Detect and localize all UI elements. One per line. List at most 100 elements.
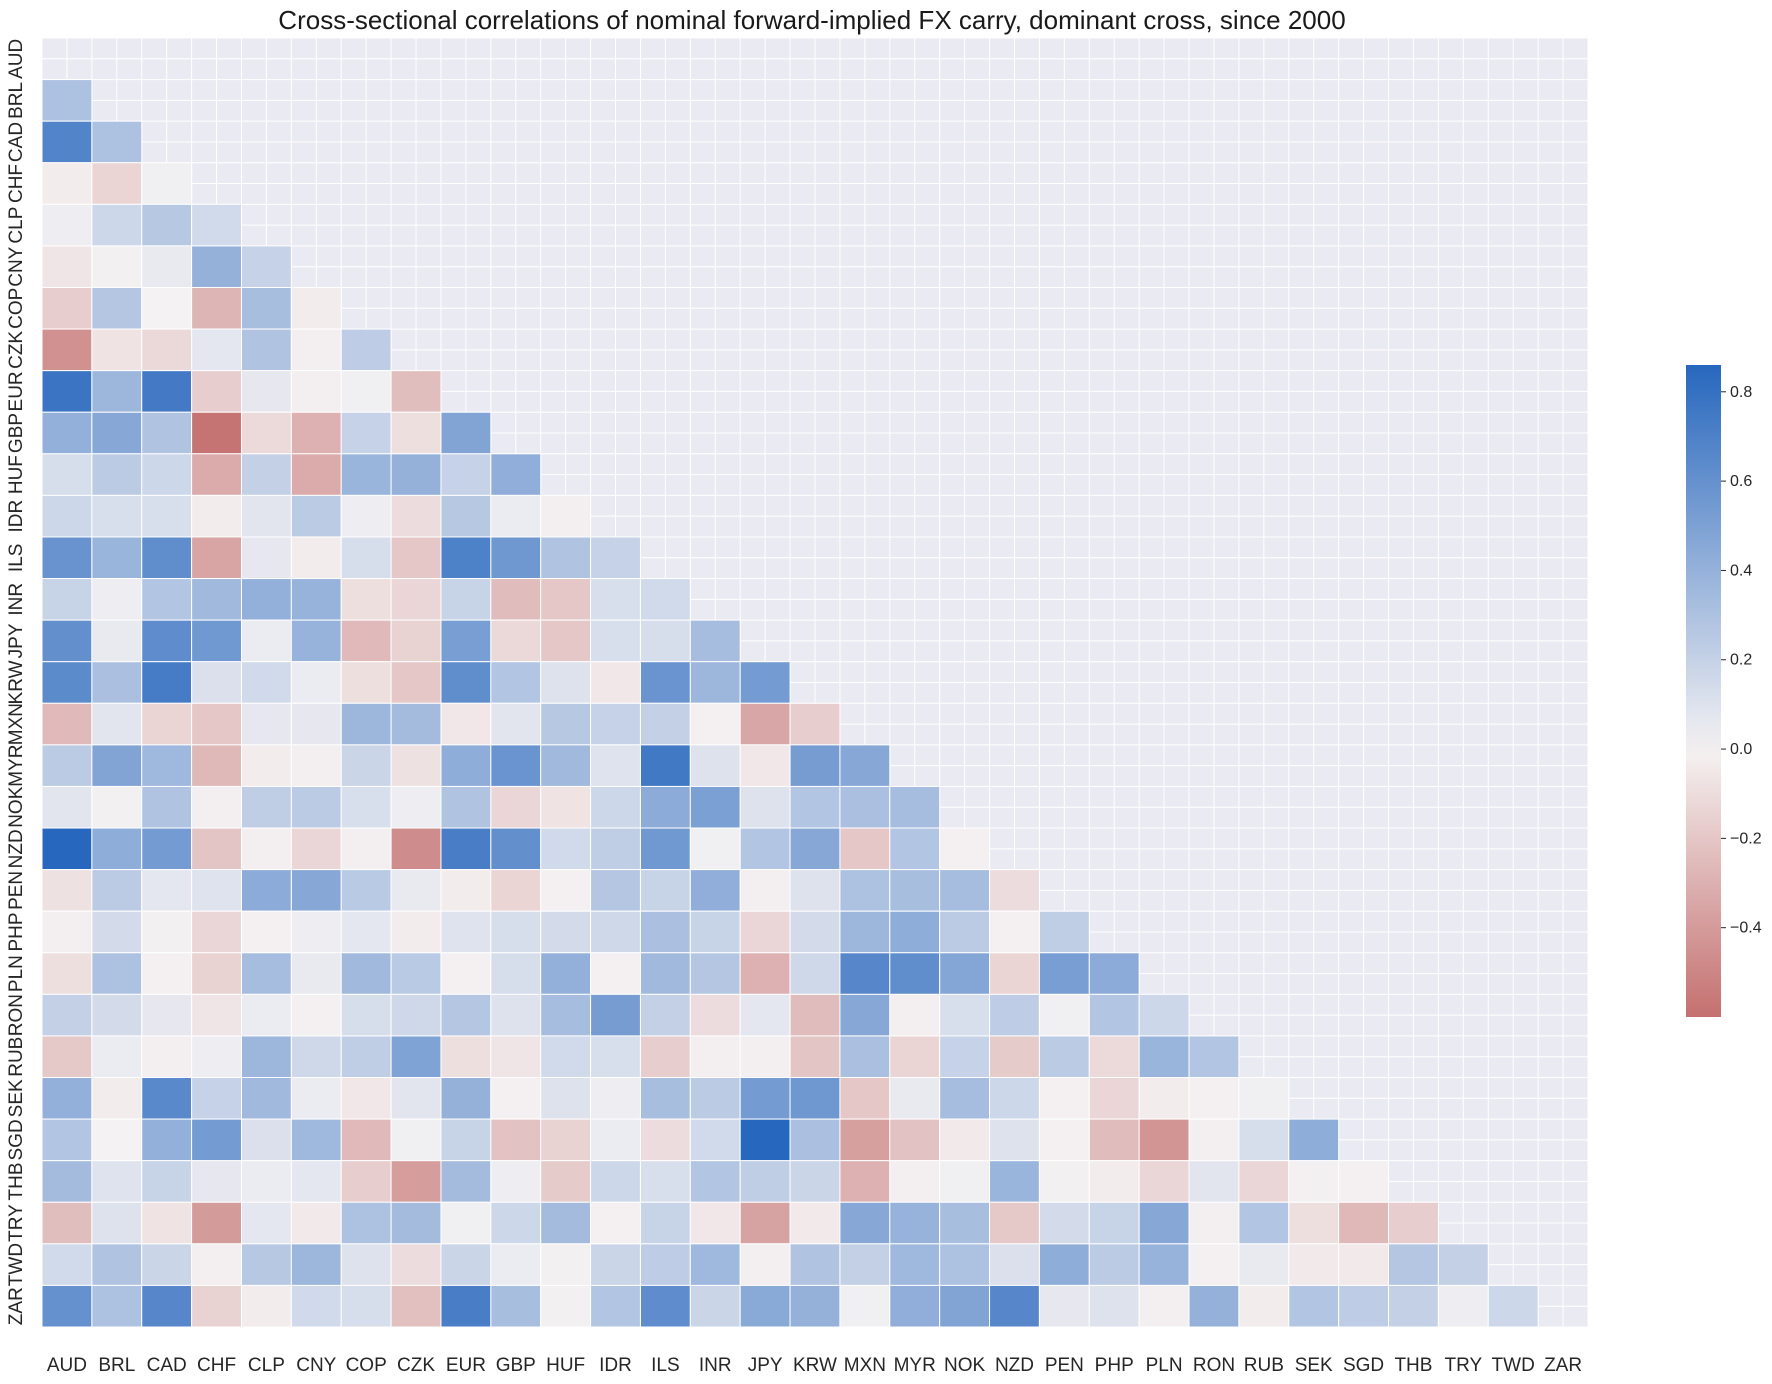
heatmap-cell-SGD-CZK: SGD / CZK: 0.02 bbox=[390, 1118, 442, 1162]
heatmap-cell-KRW-JPY: KRW / JPY: 0.54 bbox=[739, 661, 791, 704]
colorbar-tick-label: 0.4 bbox=[1730, 562, 1752, 579]
heatmap-cell-MYR-AUD: MYR / AUD: 0.24 bbox=[41, 744, 93, 787]
heatmap-cell-SGD-CLP: SGD / CLP: 0.11 bbox=[240, 1118, 292, 1162]
heatmap-cell-IDR-CNY: IDR / CNY: 0.24 bbox=[290, 494, 342, 538]
heatmap-cell-RUB-HUF: RUB / HUF: 0.15 bbox=[540, 1035, 592, 1079]
x-axis-tick-labels: AUD BRL CAD CHF CLP CNY COP CZK EUR GBP HUF IDR ILS I… bbox=[47, 1355, 1582, 1376]
heatmap-cell-COP-BRL: COP / BRL: 0.27 bbox=[91, 286, 143, 330]
heatmap-cell-COP-CHF: COP / CHF: -0.28 bbox=[191, 286, 242, 330]
heatmap-cell-RON-IDR: RON / IDR: 0.53 bbox=[590, 993, 641, 1037]
heatmap-cell-ZAR-MXN: ZAR / MXN: 0.02 bbox=[839, 1284, 891, 1328]
heatmap-cell-TWD-NZD: TWD / NZD: 0.11 bbox=[989, 1243, 1040, 1286]
heatmap-cell-SGD-ILS: SGD / ILS: -0.1 bbox=[639, 1118, 691, 1162]
heatmap-cell-IDR-CZK: IDR / CZK: -0.1 bbox=[390, 494, 442, 538]
heatmap-cell-PLN-PHP: PLN / PHP: 0.44 bbox=[1088, 952, 1140, 995]
heatmap-cell-TWD-TRY: TWD / TRY: 0.21 bbox=[1437, 1243, 1489, 1286]
heatmap-cell-THB-EUR: THB / EUR: 0.34 bbox=[440, 1160, 492, 1203]
heatmap-cell-NZD-AUD: NZD / AUD: 0.86 bbox=[41, 827, 93, 871]
heatmap-cell-PEN-CNY: PEN / CNY: 0.46 bbox=[290, 869, 342, 912]
heatmap-cell-PEN-INR: PEN / INR: 0.42 bbox=[689, 869, 741, 912]
heatmap-cell-COP-CNY: COP / CNY: -0.03 bbox=[290, 286, 342, 330]
heatmap-cell-PLN-CNY: PLN / CNY: 0.05 bbox=[290, 952, 342, 995]
heatmap-cell-ZAR-TRY: ZAR / TRY: 0.03 bbox=[1437, 1284, 1489, 1328]
heatmap-cell-PHP-CZK: PHP / CZK: -0.03 bbox=[390, 910, 442, 954]
heatmap-cell-ZAR-MYR: ZAR / MYR: 0.42 bbox=[889, 1284, 941, 1328]
heatmap-cell-JPY-CAD: JPY / CAD: 0.63 bbox=[141, 619, 193, 663]
heatmap-cell-TRY-RUB: TRY / RUB: 0.28 bbox=[1238, 1201, 1290, 1245]
heatmap-cell-CLP-CAD: CLP / CAD: 0.26 bbox=[141, 203, 193, 247]
heatmap-cell-SGD-HUF: SGD / HUF: -0.15 bbox=[540, 1118, 592, 1162]
heatmap-cell-PLN-MYR: PLN / MYR: 0.62 bbox=[889, 952, 941, 995]
colorbar: −0.4 −0.2 0.0 0.2 0.4 0.6 0.8 bbox=[1686, 365, 1762, 1017]
heatmap-cell-PLN-NOK: PLN / NOK: 0.47 bbox=[939, 952, 991, 995]
heatmap-cell-TWD-THB: TWD / THB: 0.27 bbox=[1388, 1243, 1439, 1286]
heatmap-cell-RON-ILS: RON / ILS: 0.21 bbox=[639, 993, 691, 1037]
heatmap-cell-RUB-EUR: RUB / EUR: -0.09 bbox=[440, 1035, 492, 1079]
heatmap-cell-NZD-CNY: NZD / CNY: -0.13 bbox=[290, 827, 342, 871]
heatmap-cell-THB-INR: THB / INR: 0.28 bbox=[689, 1160, 741, 1203]
heatmap-cell-PEN-MXN: PEN / MXN: 0.3 bbox=[839, 869, 891, 912]
heatmap-cell-KRW-CLP: KRW / CLP: 0.15 bbox=[240, 661, 292, 704]
heatmap-cell-PLN-JPY: PLN / JPY: -0.3 bbox=[739, 952, 791, 995]
y-tick-label-THB: THB bbox=[6, 1163, 27, 1201]
heatmap-cell-KRW-GBP: KRW / GBP: 0.28 bbox=[490, 661, 542, 704]
heatmap-cell-GBP-CNY: GBP / CNY: -0.3 bbox=[290, 411, 342, 455]
heatmap-cell-SGD-PEN: SGD / PEN: -0.01 bbox=[1038, 1118, 1090, 1162]
heatmap-cell-TWD-PEN: TWD / PEN: 0.43 bbox=[1038, 1243, 1090, 1286]
heatmap-cell-IDR-EUR: IDR / EUR: 0.26 bbox=[440, 494, 492, 538]
x-tick-label-MYR: MYR bbox=[894, 1355, 936, 1376]
heatmap-cell-PHP-EUR: PHP / EUR: 0.09 bbox=[440, 910, 492, 954]
heatmap-cell-RUB-PHP: RUB / PHP: -0.11 bbox=[1088, 1035, 1140, 1079]
heatmap-cell-ILS-CLP: ILS / CLP: 0.06 bbox=[240, 536, 292, 580]
heatmap-cell-SEK-COP: SEK / COP: -0.05 bbox=[340, 1077, 392, 1120]
heatmap-cell-SEK-AUD: SEK / AUD: 0.41 bbox=[41, 1077, 93, 1120]
heatmap-cell-MYR-JPY: MYR / JPY: -0.05 bbox=[739, 744, 791, 787]
heatmap-cell-PEN-CLP: PEN / CLP: 0.44 bbox=[240, 869, 292, 912]
heatmap-cell-THB-PLN: THB / PLN: -0.13 bbox=[1138, 1160, 1190, 1203]
heatmap-cell-KRW-COP: KRW / COP: -0.09 bbox=[340, 661, 392, 704]
heatmap-cell-MXN-CHF: MXN / CHF: -0.2 bbox=[191, 702, 242, 746]
heatmap-cell-INR-CLP: INR / CLP: 0.41 bbox=[240, 578, 292, 621]
heatmap-cell-TWD-MYR: TWD / MYR: 0.36 bbox=[889, 1243, 941, 1286]
y-tick-label-MYR: MYR bbox=[6, 745, 27, 787]
heatmap-cell-JPY-COP: JPY / COP: -0.26 bbox=[340, 619, 392, 663]
heatmap-cell-PEN-NOK: PEN / NOK: 0.33 bbox=[939, 869, 991, 912]
x-tick-label-CLP: CLP bbox=[248, 1355, 285, 1376]
x-tick-label-NOK: NOK bbox=[944, 1355, 986, 1376]
heatmap-cell-NOK-MYR: NOK / MYR: 0.33 bbox=[889, 785, 941, 829]
heatmap-cell-MXN-CNY: MXN / CNY: 0.06 bbox=[290, 702, 342, 746]
heatmap-cell-RON-PEN: RON / PEN: 0.02 bbox=[1038, 993, 1090, 1037]
heatmap-cell-GBP-AUD: GBP / AUD: 0.41 bbox=[41, 411, 93, 455]
heatmap-cell-SEK-IDR: SEK / IDR: 0.03 bbox=[590, 1077, 641, 1120]
x-tick-label-NZD: NZD bbox=[995, 1355, 1034, 1376]
heatmap-cell-HUF-GBP: HUF / GBP: 0.42 bbox=[490, 453, 542, 496]
heatmap-cell-TRY-PLN: TRY / PLN: 0.46 bbox=[1138, 1201, 1190, 1245]
heatmap-cell-EUR-CLP: EUR / CLP: 0.06 bbox=[240, 370, 292, 413]
heatmap-cell-NOK-IDR: NOK / IDR: 0.17 bbox=[590, 785, 641, 829]
heatmap-cell-RUB-ILS: RUB / ILS: -0.17 bbox=[639, 1035, 691, 1079]
heatmap-cell-ZAR-CLP: ZAR / CLP: -0.03 bbox=[240, 1284, 292, 1328]
heatmap-cell-IDR-AUD: IDR / AUD: 0.17 bbox=[41, 494, 93, 538]
heatmap-cell-NOK-ILS: NOK / ILS: 0.44 bbox=[639, 785, 691, 829]
heatmap-cell-TWD-GBP: TWD / GBP: 0.04 bbox=[490, 1243, 542, 1286]
heatmap-cell-NZD-CZK: NZD / CZK: -0.47 bbox=[390, 827, 442, 871]
heatmap-cell-EUR-COP: EUR / COP: 0.02 bbox=[340, 370, 392, 413]
heatmap-cell-NZD-COP: NZD / COP: -0.02 bbox=[340, 827, 392, 871]
heatmap-cell-SGD-CHF: SGD / CHF: 0.54 bbox=[191, 1118, 242, 1162]
heatmap-cell-SEK-CLP: SEK / CLP: 0.35 bbox=[240, 1077, 292, 1120]
heatmap-cell-RUB-CHF: RUB / CHF: 0.03 bbox=[191, 1035, 242, 1079]
heatmap-cell-HUF-CAD: HUF / CAD: 0.17 bbox=[141, 453, 193, 496]
x-tick-label-TRY: TRY bbox=[1444, 1355, 1482, 1376]
heatmap-cell-NZD-MYR: NZD / MYR: 0.28 bbox=[889, 827, 941, 871]
heatmap-cell-MXN-AUD: MXN / AUD: -0.26 bbox=[41, 702, 93, 746]
heatmap-cell-NZD-IDR: NZD / IDR: 0.22 bbox=[590, 827, 641, 871]
heatmap-cell-SEK-HUF: SEK / HUF: 0.1 bbox=[540, 1077, 592, 1120]
heatmap-cell-JPY-CLP: JPY / CLP: 0.04 bbox=[240, 619, 292, 663]
heatmap-cell-INR-CNY: INR / CNY: 0.39 bbox=[290, 578, 342, 621]
heatmap-cell-RUB-IDR: RUB / IDR: 0.12 bbox=[590, 1035, 641, 1079]
heatmap-cell-SEK-CAD: SEK / CAD: 0.65 bbox=[141, 1077, 193, 1120]
heatmap-cell-TRY-SGD: TRY / SGD: -0.27 bbox=[1338, 1201, 1390, 1245]
heatmap-cell-IDR-BRL: IDR / BRL: 0.12 bbox=[91, 494, 143, 538]
heatmap-cell-MXN-CAD: MXN / CAD: -0.14 bbox=[141, 702, 193, 746]
heatmap-cell-PLN-KRW: PLN / KRW: 0.16 bbox=[789, 952, 841, 995]
